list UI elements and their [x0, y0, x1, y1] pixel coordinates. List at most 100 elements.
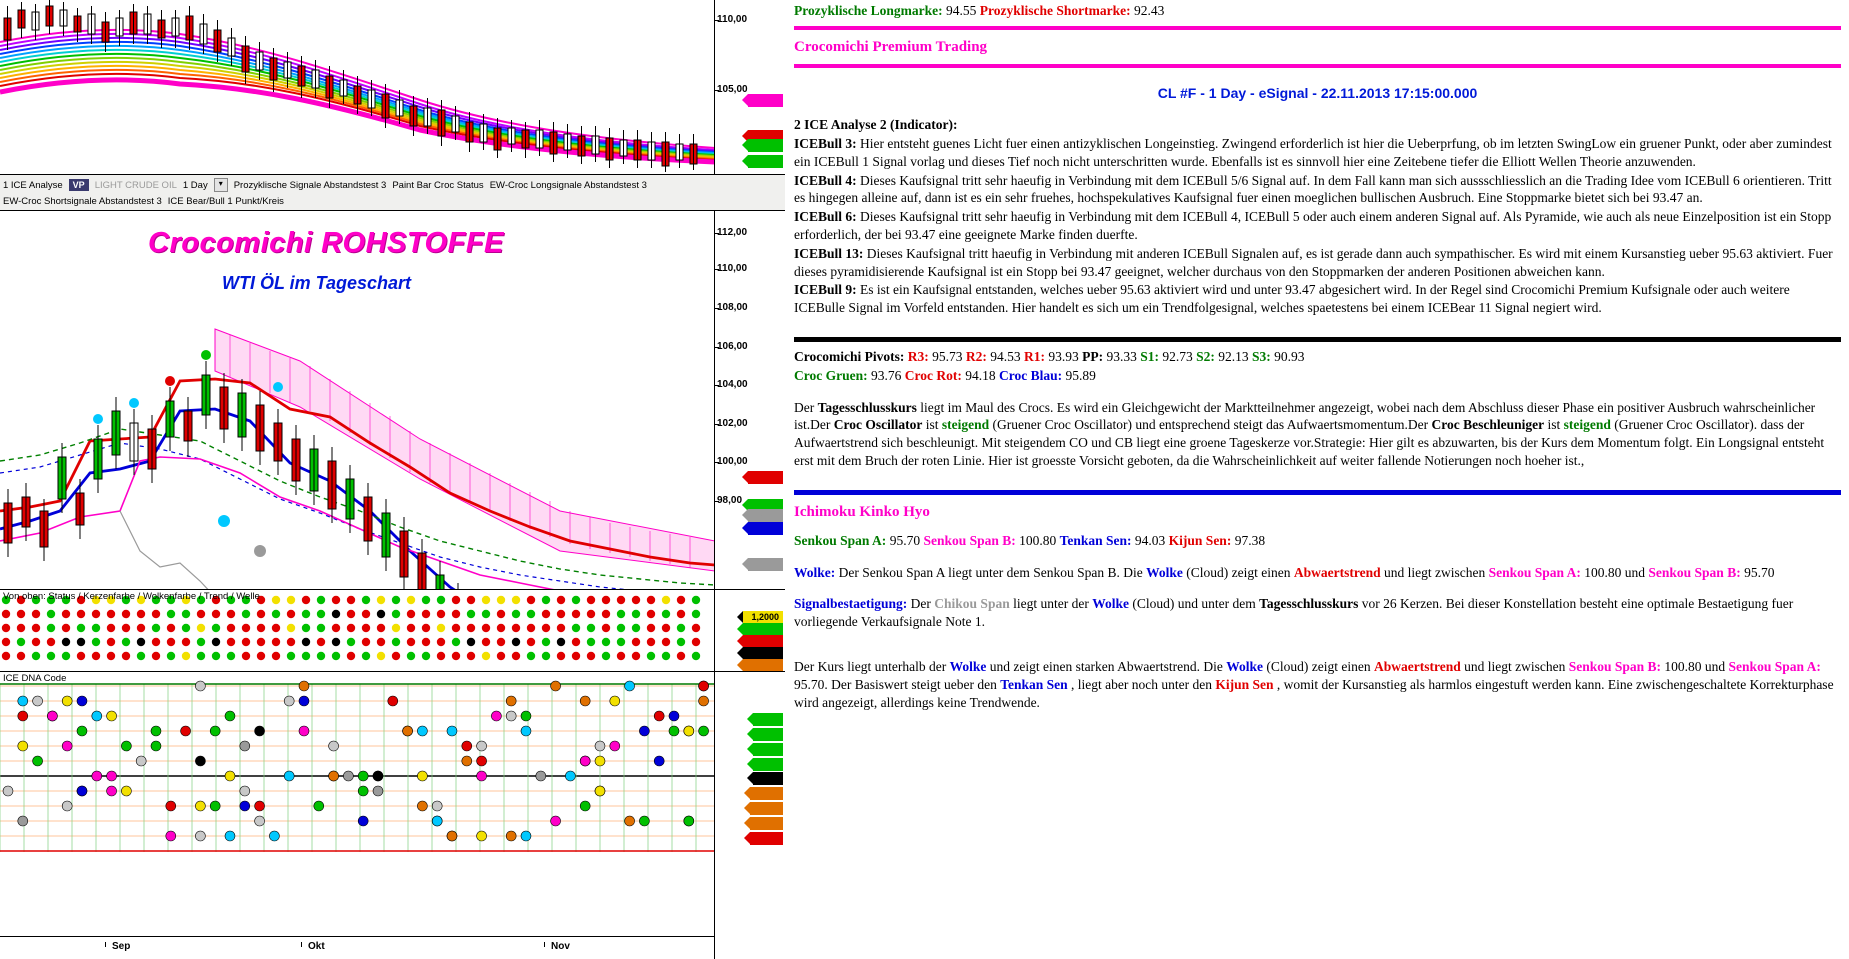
signalbestaetigung-paragraph: Signalbestaetigung: Der Chikou Span lieg… [794, 595, 1841, 631]
toolbar-row-1: 1 ICE Analyse VP LIGHT CRUDE OIL 1 Day ▾… [3, 177, 782, 193]
divider-blue [794, 489, 1841, 495]
main-candle-chart-pane[interactable]: Crocomichi ROHSTOFFE WTI ÖL im Tageschar… [0, 211, 785, 590]
spacer [794, 551, 1841, 564]
croc-commentary: Der Tagesschlusskurs liegt im Maul des C… [794, 399, 1841, 470]
pivot-s1-key: S1: [1140, 349, 1159, 365]
chart-column: 110,00 105,00 99,90 95,00 95,23 93,48 1 … [0, 0, 785, 959]
wolke-t4: 100.80 und [1580, 564, 1649, 580]
steigend-term-2: steigend [1563, 417, 1611, 433]
croc-rot-key: Croc Rot: [904, 367, 962, 383]
ice-item-text: Es ist ein Kaufsignal entstanden, welche… [794, 282, 1790, 316]
kijun-value: 97.38 [1234, 532, 1266, 548]
wolke-label: Wolke: [794, 564, 836, 580]
axis-tick: 108,00 [715, 302, 748, 313]
chevron-down-icon[interactable]: ▾ [213, 178, 228, 192]
analysis-report-panel[interactable]: Prozyklische Longmarke: 94.55 Prozyklisc… [786, 0, 1849, 959]
pane3-header: Von oben: Status / Kerzenfarbe / Wolkenf… [3, 591, 260, 602]
ribbon-plot[interactable] [0, 0, 715, 174]
price-tag: 95,70 [742, 499, 783, 512]
axis-tick: 100,00 [715, 456, 748, 467]
ice-item-text: Hier entsteht guenes Licht fuer einen an… [794, 135, 1832, 169]
price-tag: 0,9000 [737, 647, 783, 660]
pivot-s2-key: S2: [1196, 349, 1215, 365]
ice-item-label: ICEBull 13: [794, 245, 864, 261]
main-plot[interactable] [0, 211, 715, 589]
prozyklische-long-value: 94.55 [946, 3, 977, 18]
price-tag: 92,00 [742, 558, 783, 571]
toolbar-item-prozyklische-signale[interactable]: Prozyklische Signale Abstandstest 3 [233, 179, 387, 191]
toolbar-chip-vp[interactable]: VP [68, 179, 89, 191]
ice-item: ICEBull 3: Hier entsteht guenes Licht fu… [794, 135, 1841, 171]
price-tag: 95,23 [742, 139, 783, 152]
status-dot-matrix-pane[interactable]: Von oben: Status / Kerzenfarbe / Wolkenf… [0, 590, 785, 672]
spacer [794, 471, 1841, 484]
pane1-price-axis[interactable]: 110,00 105,00 99,90 95,00 95,23 93,48 [714, 0, 785, 174]
ribbon-chart-pane[interactable]: 110,00 105,00 99,90 95,00 95,23 93,48 [0, 0, 785, 175]
spacer [794, 582, 1841, 595]
time-axis[interactable]: Sep Okt Nov [0, 936, 715, 959]
pivot-s2-value: 92.13 [1218, 349, 1249, 365]
pane4-value-axis[interactable]: 4,00 3,00 2,00 1,00 0,00 -1,00 -2,00 -3,… [714, 672, 785, 959]
price-tag: 2,00 [747, 743, 783, 756]
croc-text-g: (Gruener Croc Oscillator) und entspreche… [989, 417, 1432, 433]
pane2-price-axis[interactable]: 112,00 110,00 108,00 106,00 104,00 102,0… [714, 211, 785, 589]
prozyklische-short-label: Prozyklische Shortmarke: [979, 3, 1131, 18]
ice-item: ICEBull 4: Dieses Kaufsignal tritt sehr … [794, 172, 1841, 208]
ice-analyse-title: 2 ICE Analyse 2 (Indicator): [794, 117, 958, 133]
pivot-s3-key: S3: [1252, 349, 1271, 365]
abwaertstrend-term: Abwaertstrend [1293, 564, 1381, 580]
croc-text-c: liegt im Maul des Crocs. Es wird ein Gle… [794, 399, 1816, 433]
price-tag: 1,0000 [737, 635, 783, 648]
toolbar-item-paint-bar-croc[interactable]: Paint Bar Croc Status [392, 179, 484, 191]
indicator-toolbar[interactable]: 1 ICE Analyse VP LIGHT CRUDE OIL 1 Day ▾… [0, 175, 785, 211]
price-tag: 0,00 [747, 772, 783, 785]
toolbar-item-ice-bearbull[interactable]: ICE Bear/Bull 1 Punkt/Kreis [167, 195, 284, 207]
croc-blau-key: Croc Blau: [998, 367, 1063, 383]
report-scroller: Prozyklische Longmarke: 94.55 Prozyklisc… [786, 0, 1849, 711]
croc-text-k: (Gruener Croc Oscillator). dass der Aufw… [794, 417, 1825, 469]
tagesschlusskurs-term-2: Tagesschlusskurs [1259, 596, 1359, 612]
wolke-term-4: Wolke [1226, 658, 1264, 674]
status-dots-plot[interactable] [0, 590, 715, 671]
wolke-term-3: Wolke [949, 658, 987, 674]
pivot-s1-value: 92.73 [1162, 349, 1193, 365]
toolbar-item-ewcroc-short[interactable]: EW-Croc Shortsignale Abstandstest 3 [3, 195, 162, 207]
ice-dna-pane[interactable]: ICE DNA Code Sep Okt Nov 4,00 3,00 2,00 … [0, 672, 785, 959]
pane3-price-axis[interactable]: 1,2000 1,1000 1,0000 0,9000 0,8000 [714, 590, 785, 671]
wolke-t2: (Cloud) zeigt einen [1182, 564, 1294, 580]
divider-magenta-top [794, 25, 1841, 30]
axis-tick: 106,00 [715, 341, 748, 352]
axis-tick: 105,00 [715, 84, 748, 95]
senkou-b-term: Senkou Span B: [1648, 564, 1741, 580]
senkou-b-key: Senkou Span B: [923, 532, 1016, 548]
pivots-label: Crocomichi Pivots: [794, 349, 905, 365]
toolbar-item-ewcroc-long[interactable]: EW-Croc Longsignale Abstandstest 3 [489, 179, 647, 191]
ice-dna-svg [0, 680, 715, 852]
kijun-key: Kijun Sen: [1168, 532, 1232, 548]
toolbar-row-2: EW-Croc Shortsignale Abstandstest 3 ICE … [3, 193, 782, 209]
ice-dna-plot[interactable] [0, 672, 715, 937]
wolke-t1: Der Senkou Span A liegt unter dem Senkou… [835, 564, 1147, 580]
ice-item: ICEBull 6: Dieses Kaufsignal tritt sehr … [794, 208, 1841, 244]
pivot-pp-value: 93.33 [1106, 349, 1137, 365]
wolke-paragraph: Wolke: Der Senkou Span A liegt unter dem… [794, 564, 1841, 582]
senkou-a-term-2: Senkou Span A: [1728, 658, 1821, 674]
kijun-sen-term: Kijun Sen [1215, 676, 1274, 692]
pivot-r1-value: 93.93 [1048, 349, 1079, 365]
trend-t4: und liegt zwischen [1460, 658, 1569, 674]
axis-tick: 110,00 [714, 263, 748, 274]
ice-item: ICEBull 9: Es ist ein Kaufsignal entstan… [794, 281, 1841, 317]
croc-levels-line: Croc Gruen: 93.76 Croc Rot: 94.18 Croc B… [794, 367, 1841, 385]
price-tag: 99,90 [742, 94, 783, 107]
price-tag: 97,38 [742, 471, 783, 484]
pivot-r3-key: R3: [907, 349, 929, 365]
toolbar-symbol-label[interactable]: LIGHT CRUDE OIL [94, 179, 177, 191]
senkou-b-term-2: Senkou Span B: [1568, 658, 1662, 674]
price-tag: 93,48 [742, 155, 783, 168]
wolke-term-2: Wolke [1092, 596, 1129, 612]
croc-text-i: ist [1544, 417, 1564, 433]
toolbar-interval-label[interactable]: 1 Day [182, 179, 208, 191]
price-tag: 1,1000 [737, 623, 783, 636]
toolbar-item-ice-analyse[interactable]: 1 ICE Analyse [3, 179, 63, 191]
